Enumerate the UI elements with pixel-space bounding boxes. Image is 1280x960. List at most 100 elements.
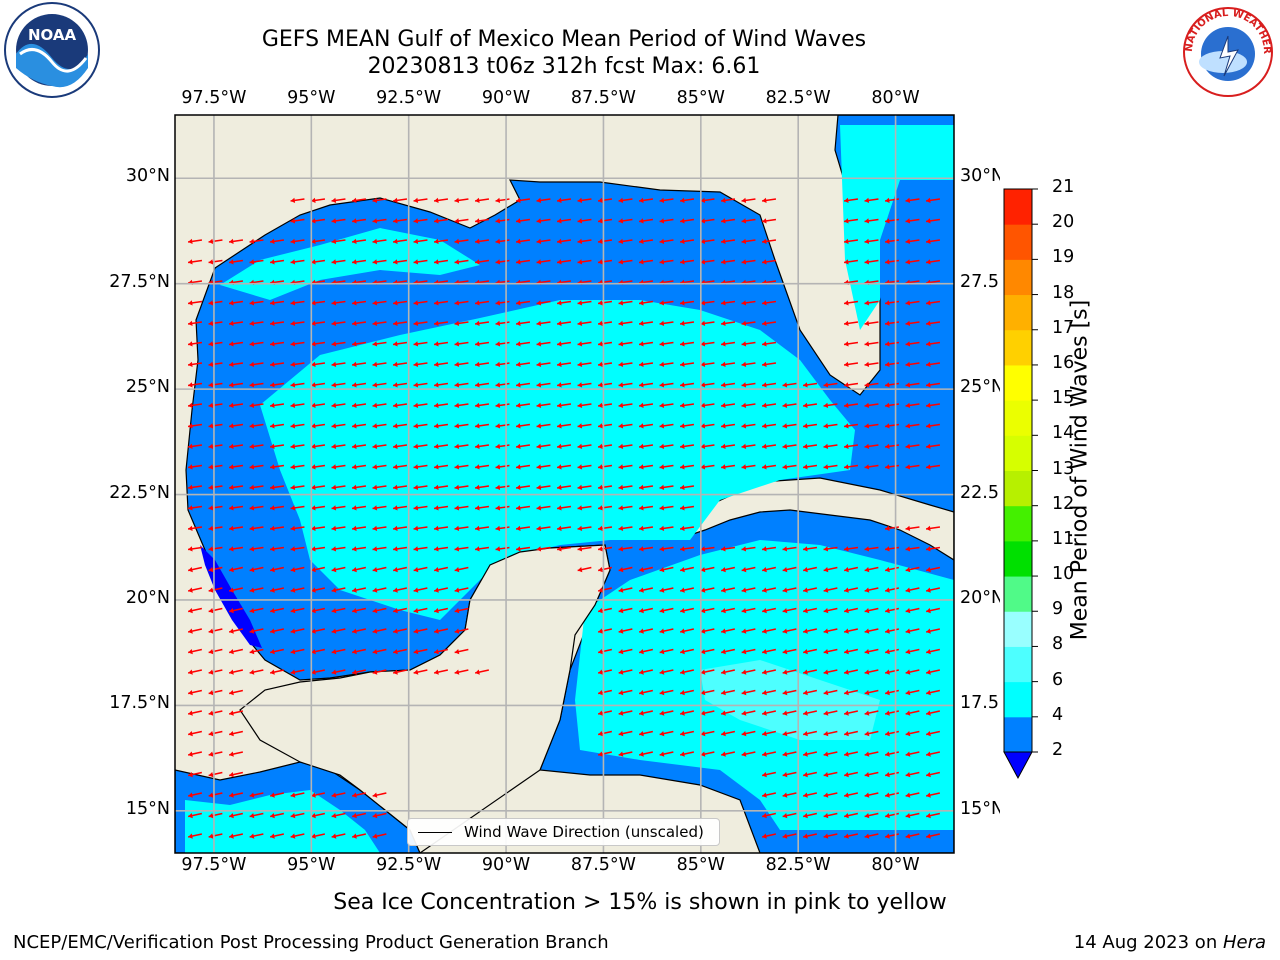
wind-arrow-head: [434, 423, 439, 429]
wind-arrow: [638, 238, 654, 245]
wind-arrow-head: [311, 361, 316, 368]
wind-arrow: [843, 751, 859, 757]
wind-arrow: [618, 423, 633, 429]
wind-arrow: [208, 361, 223, 368]
wind-arrow-head: [393, 505, 398, 511]
wind-arrow: [741, 300, 756, 306]
wind-arrow-head: [885, 833, 890, 839]
wind-arrow-head: [557, 402, 562, 409]
wind-arrow: [925, 792, 941, 798]
wind-arrow-head: [905, 259, 911, 265]
colorbar-tick-label: 6: [1052, 669, 1064, 690]
wind-arrow-head: [659, 259, 665, 265]
wind-arrow-head: [741, 423, 747, 429]
wind-arrow-head: [721, 382, 726, 388]
wind-arrow-head: [659, 505, 665, 511]
wind-arrow: [187, 792, 203, 798]
wind-arrow-head: [454, 546, 460, 552]
wind-arrow-head: [762, 197, 767, 204]
wind-arrow: [372, 218, 387, 224]
wind-arrow-head: [741, 300, 747, 306]
wind-arrow: [331, 259, 346, 265]
wind-arrow: [454, 361, 469, 368]
wind-arrow: [700, 361, 715, 368]
wind-arrow-head: [577, 505, 583, 511]
wind-arrow-head: [844, 238, 849, 245]
wind-arrow: [700, 218, 715, 224]
wind-arrow: [433, 669, 449, 675]
wind-arrow: [577, 402, 592, 409]
sea-ice-note: Sea Ice Concentration > 15% is shown in …: [333, 890, 947, 915]
wind-arrow-head: [577, 484, 583, 491]
wind-arrow: [741, 710, 756, 716]
wind-arrow-head: [352, 423, 357, 429]
wind-arrow-head: [905, 300, 911, 306]
wind-arrow: [720, 587, 736, 593]
wind-arrow-head: [557, 238, 562, 245]
wind-arrow-head: [905, 669, 911, 675]
wind-arrow: [638, 484, 654, 491]
x-tick-label: 95°W: [287, 88, 336, 108]
colorbar-segment: [1004, 435, 1032, 471]
wind-arrow-head: [905, 710, 911, 716]
wind-arrow-head: [516, 525, 521, 532]
wind-arrow: [495, 525, 510, 532]
wind-arrow-head: [577, 300, 583, 306]
wind-arrow-head: [475, 484, 480, 491]
wind-arrow: [618, 320, 633, 327]
wind-arrow: [269, 464, 285, 470]
footer-left: NCEP/EMC/Verification Post Processing Pr…: [13, 932, 609, 953]
wind-arrow: [659, 197, 674, 204]
wind-arrow-head: [557, 320, 562, 327]
wind-arrow-head: [331, 464, 337, 470]
wind-arrow: [843, 669, 859, 675]
wind-arrow-head: [311, 443, 316, 450]
wind-arrow: [802, 751, 818, 757]
wind-arrow-head: [577, 382, 583, 388]
wind-arrow-head: [577, 320, 583, 327]
wind-arrow-head: [803, 382, 808, 388]
wind-arrow: [884, 710, 900, 716]
wind-arrow: [741, 648, 756, 655]
wind-arrow-head: [598, 505, 603, 511]
wind-arrow: [228, 300, 244, 306]
wind-arrow-head: [905, 792, 911, 798]
wind-arrow-head: [741, 464, 747, 470]
wind-arrow: [310, 628, 326, 634]
wind-arrow-head: [475, 546, 480, 552]
wind-arrow-head: [229, 259, 234, 265]
wind-arrow: [720, 320, 736, 327]
wind-arrow-head: [782, 710, 788, 716]
wind-arrow: [351, 669, 367, 675]
wind-arrow: [474, 423, 490, 429]
wind-arrow: [905, 812, 920, 819]
wind-arrow: [720, 730, 736, 737]
wind-arrow: [843, 464, 859, 470]
wind-arrow: [249, 505, 264, 511]
wind-arrow: [659, 259, 674, 265]
wind-arrow: [720, 443, 736, 450]
wind-arrow-head: [823, 730, 829, 737]
wind-arrow: [823, 833, 838, 839]
wind-arrow-head: [864, 443, 870, 450]
wind-arrow-head: [782, 382, 788, 388]
wind-arrow: [577, 443, 592, 450]
wind-arrow-head: [372, 423, 378, 429]
wind-arrow: [413, 648, 428, 655]
wind-arrow-head: [249, 382, 255, 388]
wind-arrow: [905, 382, 920, 388]
wind-arrow-head: [864, 464, 870, 470]
wind-arrow-head: [413, 300, 419, 306]
wind-arrow-head: [229, 710, 234, 716]
colorbar-tick-label: 13: [1052, 458, 1075, 479]
wind-arrow: [290, 423, 305, 429]
colorbar-tick-label: 18: [1052, 282, 1075, 303]
wind-arrow: [720, 259, 736, 265]
wind-arrow: [659, 341, 674, 347]
wind-arrow: [433, 238, 449, 245]
wind-arrow: [823, 689, 838, 696]
y-tick-label: 30°N: [960, 166, 1000, 187]
wind-arrow-head: [844, 730, 849, 737]
wind-arrow-head: [557, 218, 562, 224]
wind-arrow: [700, 669, 715, 675]
